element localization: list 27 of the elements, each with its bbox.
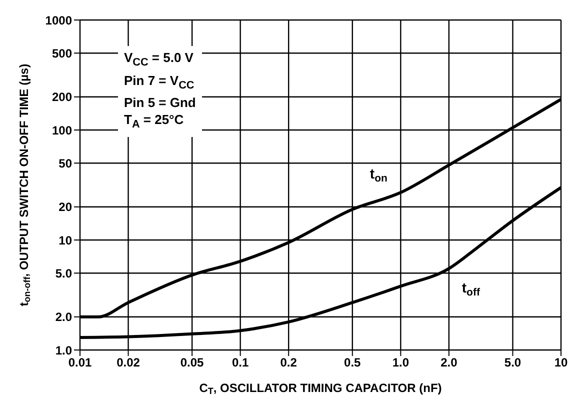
x-axis-title: C$_{T}$, OSCILLATOR TIMING CAPACITOR (nF) xyxy=(199,381,442,396)
x-tick-label: 1.0 xyxy=(392,356,410,370)
series-label: t$_{on}$ xyxy=(370,166,388,184)
x-tick-label: 0.05 xyxy=(180,356,204,370)
y-tick-label: 200 xyxy=(52,90,72,104)
y-tick-label: 5.0 xyxy=(55,266,72,280)
annotation: Pin 7 = V$_{CC}$ xyxy=(124,72,194,92)
y-tick-label: 500 xyxy=(52,46,72,60)
x-tick-label: 0.2 xyxy=(280,356,298,370)
x-tick-label: 0.5 xyxy=(344,356,362,370)
y-tick-label: 100 xyxy=(52,123,72,138)
x-tick-label: 0.1 xyxy=(232,356,249,370)
x-tick-label: 5.0 xyxy=(504,356,522,370)
y-tick-label: 50 xyxy=(58,156,72,170)
y-tick-label: 1.0 xyxy=(55,343,72,358)
annotation: T$_{A}$ = 25°C xyxy=(124,112,184,131)
x-tick-label: 10 xyxy=(554,356,568,370)
x-tick-label: 0.01 xyxy=(68,356,92,370)
annotation: V$_{CC}$ = 5.0 V xyxy=(124,50,194,69)
y-tick-label: 10 xyxy=(58,233,72,248)
x-tick-label: 2.0 xyxy=(440,356,458,370)
x-tick-label: 0.02 xyxy=(116,356,140,370)
y-tick-label: 20 xyxy=(58,200,72,214)
y-tick-label: 2.0 xyxy=(55,310,72,324)
series-label: t$_{off}$ xyxy=(462,280,480,298)
annotation: Pin 5 = Gnd xyxy=(124,95,196,110)
y-tick-label: 1000 xyxy=(45,13,72,28)
